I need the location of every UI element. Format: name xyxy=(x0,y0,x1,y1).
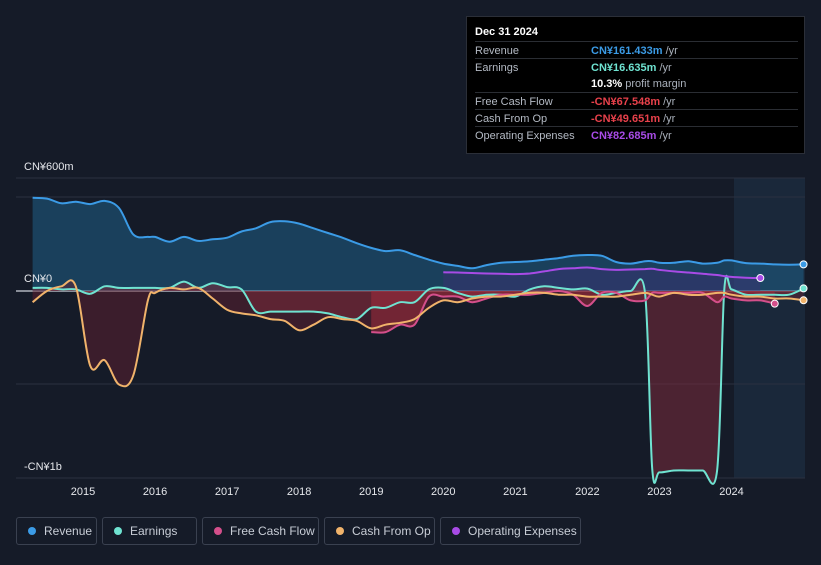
legend-item-revenue[interactable]: Revenue xyxy=(16,517,97,545)
tooltip-value: -CN¥67.548m xyxy=(591,96,661,108)
cash-from-op-endpoint xyxy=(799,296,808,305)
earnings-line xyxy=(32,274,805,485)
revenue-dot-icon xyxy=(28,527,36,535)
tooltip-label: Revenue xyxy=(475,45,520,57)
x-tick-label: 2017 xyxy=(215,486,239,498)
revenue-area xyxy=(32,197,804,291)
tooltip-date: Dec 31 2024 xyxy=(475,26,538,38)
legend-label: Earnings xyxy=(130,524,178,538)
tooltip-value: -CN¥49.651m xyxy=(591,113,661,125)
legend-label: Free Cash Flow xyxy=(230,524,315,538)
revenue-line xyxy=(32,196,804,270)
free-cash-flow-line xyxy=(371,289,775,334)
tooltip-unit: /yr xyxy=(659,62,672,74)
free-cash-flow-dot-icon xyxy=(214,527,222,535)
tooltip-label: Operating Expenses xyxy=(475,130,575,142)
legend-label: Cash From Op xyxy=(352,524,431,538)
tooltip-value: CN¥16.635m xyxy=(591,62,657,74)
legend-item-cash-from-op[interactable]: Cash From Op xyxy=(324,517,435,545)
x-tick-label: 2015 xyxy=(71,486,95,498)
tooltip-label: Free Cash Flow xyxy=(475,96,553,108)
tooltip-row-earnings: Earnings CN¥16.635m/yr xyxy=(475,58,798,76)
x-tick-label: 2021 xyxy=(503,486,527,498)
x-tick-label: 2024 xyxy=(719,486,743,498)
tooltip-label: Cash From Op xyxy=(475,113,548,125)
x-tick-label: 2022 xyxy=(575,486,599,498)
tooltip-row-cfo: Cash From Op -CN¥49.651m/yr xyxy=(475,109,798,127)
operating-expenses-endpoint xyxy=(756,274,765,283)
legend-item-operating-expenses[interactable]: Operating Expenses xyxy=(440,517,581,545)
tooltip-label: Earnings xyxy=(475,62,519,74)
legend-label: Operating Expenses xyxy=(468,524,577,538)
x-tick-label: 2016 xyxy=(143,486,167,498)
operating-expenses-area xyxy=(443,267,761,291)
free-cash-flow-endpoint xyxy=(770,299,779,308)
cash-from-op-area xyxy=(32,280,804,387)
x-tick-label: 2023 xyxy=(647,486,671,498)
tooltip-unit: profit margin xyxy=(625,78,687,90)
cash-from-op-dot-icon xyxy=(336,527,344,535)
x-tick-label: 2018 xyxy=(287,486,311,498)
x-tick-label: 2019 xyxy=(359,486,383,498)
tooltip-row-margin: 10.3% profit margin xyxy=(475,75,798,92)
legend-label: Revenue xyxy=(44,524,93,538)
y-label-bottom: -CN¥1b xyxy=(24,461,62,473)
tooltip: Dec 31 2024 Revenue CN¥161.433m/yr Earni… xyxy=(466,16,805,154)
revenue-endpoint xyxy=(799,260,808,269)
earnings-endpoint xyxy=(799,284,808,293)
cash-from-op-line xyxy=(31,279,804,388)
tooltip-unit: /yr xyxy=(663,113,676,125)
y-label-top: CN¥600m xyxy=(24,161,74,173)
y-label-zero: CN¥0 xyxy=(24,273,52,285)
legend-item-free-cash-flow[interactable]: Free Cash Flow xyxy=(202,517,319,545)
tooltip-value: CN¥161.433m xyxy=(591,45,663,57)
operating-expenses-dot-icon xyxy=(452,527,460,535)
forecast-shade xyxy=(734,178,805,478)
tooltip-row-revenue: Revenue CN¥161.433m/yr xyxy=(475,41,798,59)
tooltip-row-opex: Operating Expenses CN¥82.685m/yr xyxy=(475,126,798,144)
tooltip-unit: /yr xyxy=(663,96,676,108)
tooltip-value: CN¥82.685m xyxy=(591,130,657,142)
operating-expenses-line xyxy=(443,266,761,279)
legend-item-earnings[interactable]: Earnings xyxy=(102,517,197,545)
tooltip-value: 10.3% xyxy=(591,78,623,90)
tooltip-unit: /yr xyxy=(665,45,678,57)
earnings-dot-icon xyxy=(114,527,122,535)
tooltip-unit: /yr xyxy=(659,130,672,142)
tooltip-row-fcf: Free Cash Flow -CN¥67.548m/yr xyxy=(475,92,798,110)
x-tick-label: 2020 xyxy=(431,486,455,498)
